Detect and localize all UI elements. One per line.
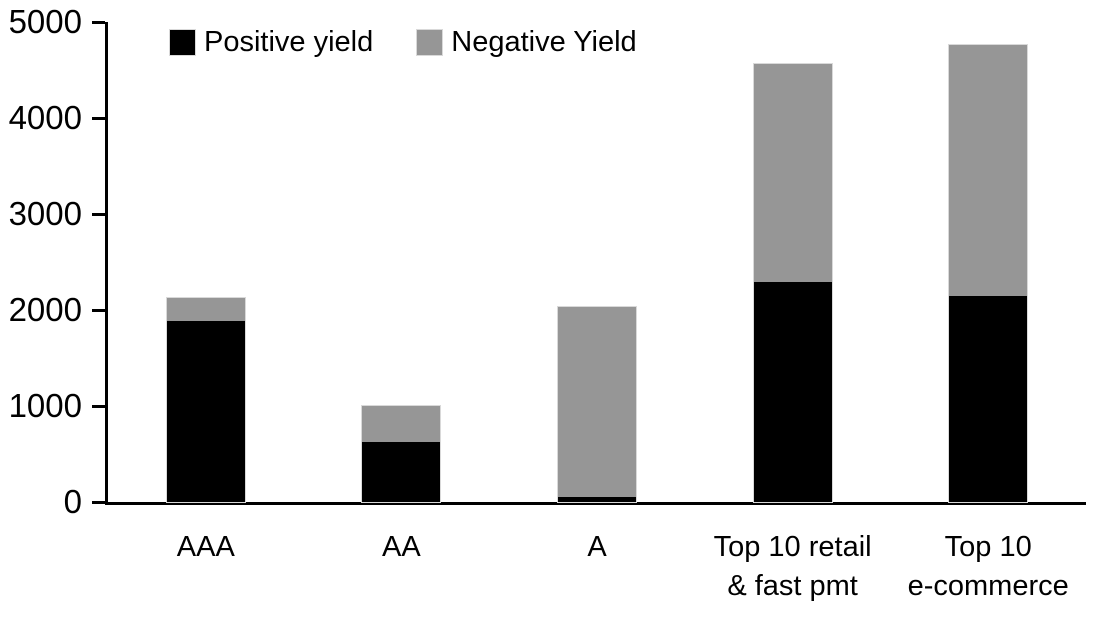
y-tick-mark [92,117,105,120]
y-tick-label: 0 [63,483,82,520]
y-tick-mark [92,309,105,312]
bar-segment-positive-3 [558,497,636,502]
bar-segment-positive-5 [949,295,1028,502]
stacked-bar-1 [165,297,246,503]
legend-label-negative-yield: Negative Yield [451,26,637,58]
stacked-bar-3 [557,306,637,503]
positive-yield-swatch-icon [169,29,196,56]
legend-item-positive-yield: Positive yield [169,26,374,59]
stacked-bar-4 [752,63,833,503]
bar-segment-negative-5 [949,45,1028,296]
bar-segment-negative-2 [362,406,441,443]
y-tick-label: 4000 [8,99,82,136]
stacked-bar-5 [948,44,1029,503]
bar-segment-positive-4 [753,282,832,502]
bar-segment-positive-1 [166,320,245,502]
negative-yield-swatch-icon [416,29,444,56]
stacked-bar-2 [361,405,442,503]
y-tick-mark [92,213,105,216]
x-category-label: A [587,531,607,563]
y-tick-mark [92,405,105,408]
bar-segment-negative-1 [166,298,245,321]
legend: Positive yield Negative Yield [169,26,637,59]
bar-segment-positive-2 [362,442,441,502]
y-tick-mark [92,21,105,24]
plot-area [105,22,1086,505]
x-category-label: Top 10 e-commerce [907,531,1069,602]
x-category-label: AA [382,531,421,563]
y-tick-label: 5000 [8,3,82,40]
y-tick-label: 2000 [8,291,82,328]
legend-item-negative-yield: Negative Yield [416,26,637,59]
y-tick-label: 3000 [8,195,82,232]
x-category-label: AAA [176,531,235,563]
bar-segment-negative-4 [753,64,832,283]
y-tick-mark [92,501,105,504]
x-category-label: Top 10 retail & fast pmt [713,531,872,602]
legend-label-positive-yield: Positive yield [204,26,374,58]
y-tick-label: 1000 [8,387,82,424]
bar-segment-negative-3 [558,307,636,498]
